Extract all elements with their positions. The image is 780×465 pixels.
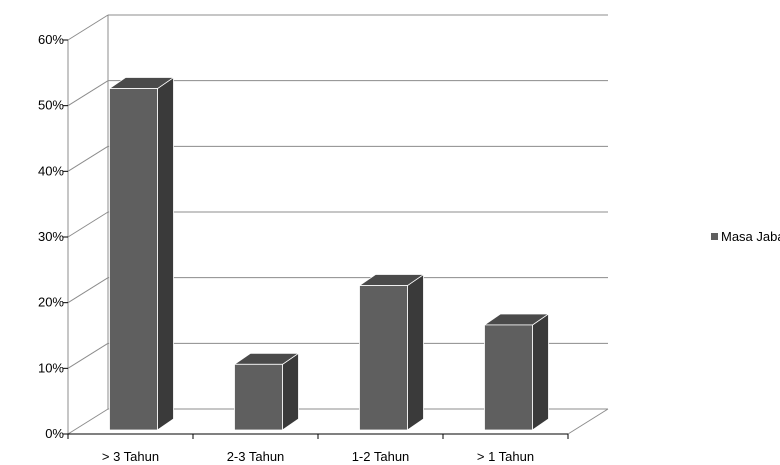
gridline-side [67,14,109,41]
y-tick-label: 20% [38,295,64,310]
gridline-side [67,342,109,369]
legend: Masa Jabatan [711,229,780,244]
y-tick-label: 40% [38,163,64,178]
floor-right-edge [567,408,609,435]
y-tick-label: 0% [45,426,64,441]
bar-side [157,76,174,431]
bar [358,273,425,431]
x-tick-label: 1-2 Tahun [352,449,410,464]
y-tick-label: 30% [38,229,64,244]
gridline-side [67,408,109,435]
bar-front [484,324,533,431]
bar-side [282,352,299,431]
x-tick-label: > 1 Tahun [477,449,534,464]
bar-side [532,313,549,431]
gridline-side [67,145,109,172]
bar [233,352,300,431]
bar [483,313,550,431]
gridline-side [67,80,109,107]
legend-swatch [711,233,718,240]
bar [108,76,175,431]
bar-front [359,285,408,431]
y-tick-label: 10% [38,360,64,375]
bar-side [407,273,424,431]
x-axis: > 3 Tahun 2-3 Tahun 1-2 Tahun > 1 Tahun [67,433,569,464]
bar-front [109,88,158,431]
y-axis-tick-labels: 0% 10% 20% 30% 40% 50% 60% [38,32,68,441]
gridlines [67,14,609,435]
x-tick-label: > 3 Tahun [102,449,159,464]
gridline-side [67,277,109,304]
x-tick-label: 2-3 Tahun [227,449,285,464]
legend-label: Masa Jabatan [721,229,780,244]
bar-front [234,363,283,431]
gridline-side [67,211,109,238]
bars [108,76,550,431]
y-tick-label: 60% [38,32,64,47]
y-tick-label: 50% [38,98,64,113]
